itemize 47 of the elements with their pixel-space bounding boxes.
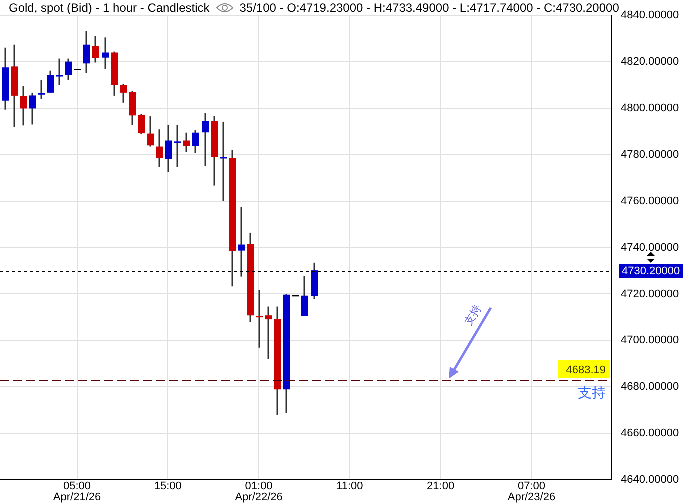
chart-title: Gold, spot (Bid) - 1 hour - Candlestick xyxy=(9,1,210,15)
y-tick-label: 4820.00000 xyxy=(621,56,680,68)
y-tick-label: 4640.00000 xyxy=(621,474,680,486)
annotation: 支持 xyxy=(461,302,485,328)
candlestick xyxy=(38,80,45,100)
x-tick-label: 01:00 Apr/22/26 xyxy=(235,480,283,503)
y-tick-label: 4720.00000 xyxy=(621,288,680,300)
y-tick-label: 4740.00000 xyxy=(621,242,680,254)
candlestick xyxy=(29,92,36,126)
candlestick xyxy=(156,128,163,168)
candlestick xyxy=(238,206,245,278)
y-tick-label: 4680.00000 xyxy=(621,381,680,394)
candlestick xyxy=(265,306,272,360)
candlestick xyxy=(92,35,99,64)
candlestick xyxy=(20,86,27,126)
candlestick xyxy=(220,121,227,202)
candlestick xyxy=(165,124,172,173)
candlestick xyxy=(183,132,190,154)
y-tick-label: 4840.00000 xyxy=(621,10,680,22)
candlestick xyxy=(120,83,127,104)
candlestick xyxy=(138,113,145,136)
annotation: 支持 xyxy=(578,384,606,400)
candlestick xyxy=(83,30,90,74)
x-tick-label: 05:00 Apr/21/26 xyxy=(53,480,102,503)
y-tick-label: 4800.00000 xyxy=(621,102,680,115)
ref-line-label: 4730.20000 xyxy=(622,266,680,278)
candlestick xyxy=(56,58,63,86)
candlestick xyxy=(65,58,72,82)
y-tick-label: 4760.00000 xyxy=(621,195,680,208)
y-tick-label: 4780.00000 xyxy=(621,148,680,161)
candlestick xyxy=(47,70,54,94)
x-tick-label: 21:00 xyxy=(427,480,455,493)
candlestick xyxy=(192,130,199,154)
candlestick xyxy=(129,90,136,126)
ref-line-label: 4683.19 xyxy=(566,364,606,377)
candlestick xyxy=(301,275,308,318)
y-tick-label: 4700.00000 xyxy=(621,334,680,347)
x-tick-label: 15:00 xyxy=(154,480,182,493)
candlestick xyxy=(256,289,263,349)
x-tick-label: 07:00 Apr/23/26 xyxy=(508,480,556,503)
chart-subtitle: 35/100 - O:4719.23000 - H:4733.49000 - L:4717.74000 - C:4730.20000 xyxy=(240,1,620,15)
candlestick xyxy=(174,124,181,168)
candlestick xyxy=(102,36,109,70)
y-tick-label: 4660.00000 xyxy=(621,428,680,440)
x-tick-label: 11:00 xyxy=(336,480,364,493)
candlestick xyxy=(202,112,209,167)
candlestick xyxy=(147,115,154,148)
